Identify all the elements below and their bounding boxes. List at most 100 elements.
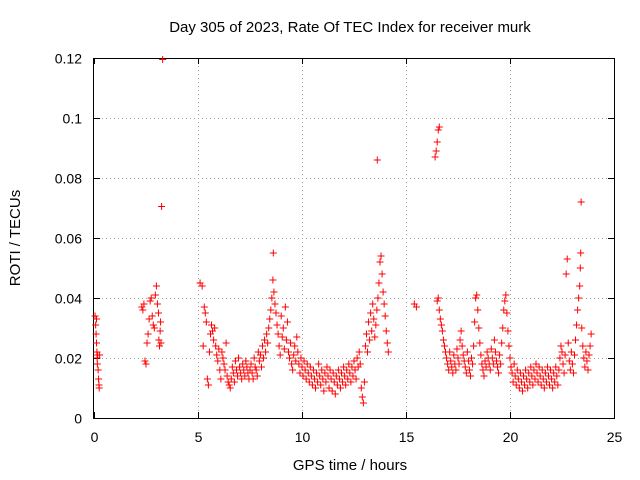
data-point bbox=[225, 381, 233, 389]
data-point bbox=[583, 357, 591, 365]
data-point bbox=[335, 375, 343, 383]
data-point bbox=[249, 375, 257, 383]
data-point bbox=[478, 360, 486, 368]
data-point bbox=[544, 372, 552, 380]
data-point bbox=[150, 324, 158, 332]
data-point bbox=[466, 372, 474, 380]
y-tick-label: 0.04 bbox=[55, 291, 82, 307]
data-point bbox=[510, 360, 518, 368]
data-point bbox=[148, 312, 156, 320]
data-point bbox=[247, 360, 255, 368]
data-point bbox=[92, 330, 100, 338]
data-point bbox=[550, 369, 558, 377]
y-axis-label: ROTI / TECUs bbox=[7, 190, 24, 286]
data-point bbox=[463, 348, 471, 356]
data-point bbox=[560, 369, 568, 377]
data-point bbox=[315, 360, 323, 368]
data-point bbox=[256, 351, 264, 359]
data-point bbox=[239, 360, 247, 368]
data-point bbox=[497, 360, 505, 368]
data-point bbox=[476, 339, 484, 347]
data-point bbox=[157, 339, 165, 347]
data-point bbox=[283, 318, 291, 326]
data-point bbox=[369, 300, 377, 308]
data-point bbox=[533, 369, 541, 377]
data-point bbox=[250, 354, 258, 362]
data-point bbox=[377, 252, 385, 260]
data-point bbox=[433, 138, 441, 146]
data-point bbox=[437, 321, 445, 329]
data-point bbox=[541, 369, 549, 377]
data-point bbox=[313, 369, 321, 377]
data-point bbox=[243, 363, 251, 371]
data-point bbox=[373, 156, 381, 164]
data-point bbox=[211, 324, 219, 332]
data-point bbox=[302, 375, 310, 383]
data-point bbox=[144, 330, 152, 338]
data-point bbox=[258, 342, 266, 350]
data-point bbox=[292, 357, 300, 365]
data-point bbox=[376, 258, 384, 266]
data-point bbox=[325, 384, 333, 392]
data-point bbox=[483, 348, 491, 356]
y-tick-label: 0.12 bbox=[55, 51, 82, 67]
data-point bbox=[582, 348, 590, 356]
data-point bbox=[264, 339, 272, 347]
data-point bbox=[322, 378, 330, 386]
data-point bbox=[321, 369, 329, 377]
data-point bbox=[372, 321, 380, 329]
data-point bbox=[329, 369, 337, 377]
data-point bbox=[212, 342, 220, 350]
data-point bbox=[281, 303, 289, 311]
data-point bbox=[251, 363, 259, 371]
data-point bbox=[290, 351, 298, 359]
data-point bbox=[289, 366, 297, 374]
data-point bbox=[349, 372, 357, 380]
data-point bbox=[554, 381, 562, 389]
data-point bbox=[568, 360, 576, 368]
data-point bbox=[263, 330, 271, 338]
data-point bbox=[535, 363, 543, 371]
data-point bbox=[238, 375, 246, 383]
data-point bbox=[505, 342, 513, 350]
data-point bbox=[439, 336, 447, 344]
data-point bbox=[347, 378, 355, 386]
data-point bbox=[314, 378, 322, 386]
data-point bbox=[231, 357, 239, 365]
y-tick-label: 0.02 bbox=[55, 351, 82, 367]
data-point bbox=[529, 381, 537, 389]
data-point bbox=[240, 366, 248, 374]
data-point bbox=[342, 381, 350, 389]
data-point bbox=[159, 56, 167, 63]
data-point bbox=[312, 384, 320, 392]
data-point bbox=[215, 345, 223, 353]
data-point bbox=[94, 366, 102, 374]
data-point bbox=[261, 336, 269, 344]
data-point bbox=[301, 366, 309, 374]
data-point bbox=[345, 360, 353, 368]
data-point bbox=[513, 366, 521, 374]
data-point bbox=[318, 366, 326, 374]
data-point bbox=[558, 348, 566, 356]
data-point bbox=[479, 366, 487, 374]
data-point bbox=[145, 315, 153, 323]
data-point bbox=[472, 294, 480, 302]
data-point bbox=[203, 375, 211, 383]
data-point bbox=[530, 366, 538, 374]
data-point bbox=[353, 354, 361, 362]
data-point bbox=[293, 333, 301, 341]
data-point bbox=[471, 318, 479, 326]
data-point bbox=[565, 357, 573, 365]
data-point bbox=[506, 354, 514, 362]
x-axis-label: GPS time / hours bbox=[293, 457, 407, 474]
data-point bbox=[260, 354, 268, 362]
data-point bbox=[288, 360, 296, 368]
data-point bbox=[431, 153, 439, 161]
data-point bbox=[287, 339, 295, 347]
data-point bbox=[343, 366, 351, 374]
data-point bbox=[213, 351, 221, 359]
data-point bbox=[450, 351, 458, 359]
data-point bbox=[158, 203, 166, 210]
data-point bbox=[317, 381, 325, 389]
data-point bbox=[333, 381, 341, 389]
